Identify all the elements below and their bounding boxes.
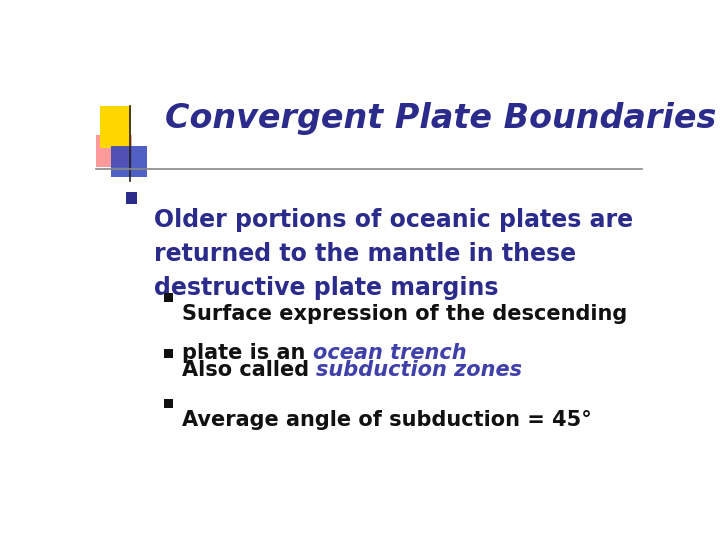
Text: returned to the mantle in these: returned to the mantle in these bbox=[154, 242, 576, 266]
Text: subduction zones: subduction zones bbox=[317, 360, 523, 380]
Text: plate is an: plate is an bbox=[182, 343, 312, 363]
FancyBboxPatch shape bbox=[111, 146, 148, 177]
Text: Surface expression of the descending: Surface expression of the descending bbox=[182, 304, 627, 324]
Text: Average angle of subduction = 45°: Average angle of subduction = 45° bbox=[182, 410, 592, 430]
Text: Also called: Also called bbox=[182, 360, 317, 380]
FancyBboxPatch shape bbox=[126, 192, 138, 204]
FancyBboxPatch shape bbox=[164, 293, 173, 302]
Text: destructive plate margins: destructive plate margins bbox=[154, 276, 499, 300]
FancyBboxPatch shape bbox=[96, 136, 132, 167]
Text: Older portions of oceanic plates are: Older portions of oceanic plates are bbox=[154, 208, 634, 232]
Text: ocean trench: ocean trench bbox=[312, 343, 467, 363]
Text: Convergent Plate Boundaries: Convergent Plate Boundaries bbox=[166, 103, 716, 136]
FancyBboxPatch shape bbox=[164, 399, 173, 408]
FancyBboxPatch shape bbox=[164, 349, 173, 358]
FancyBboxPatch shape bbox=[100, 106, 131, 148]
